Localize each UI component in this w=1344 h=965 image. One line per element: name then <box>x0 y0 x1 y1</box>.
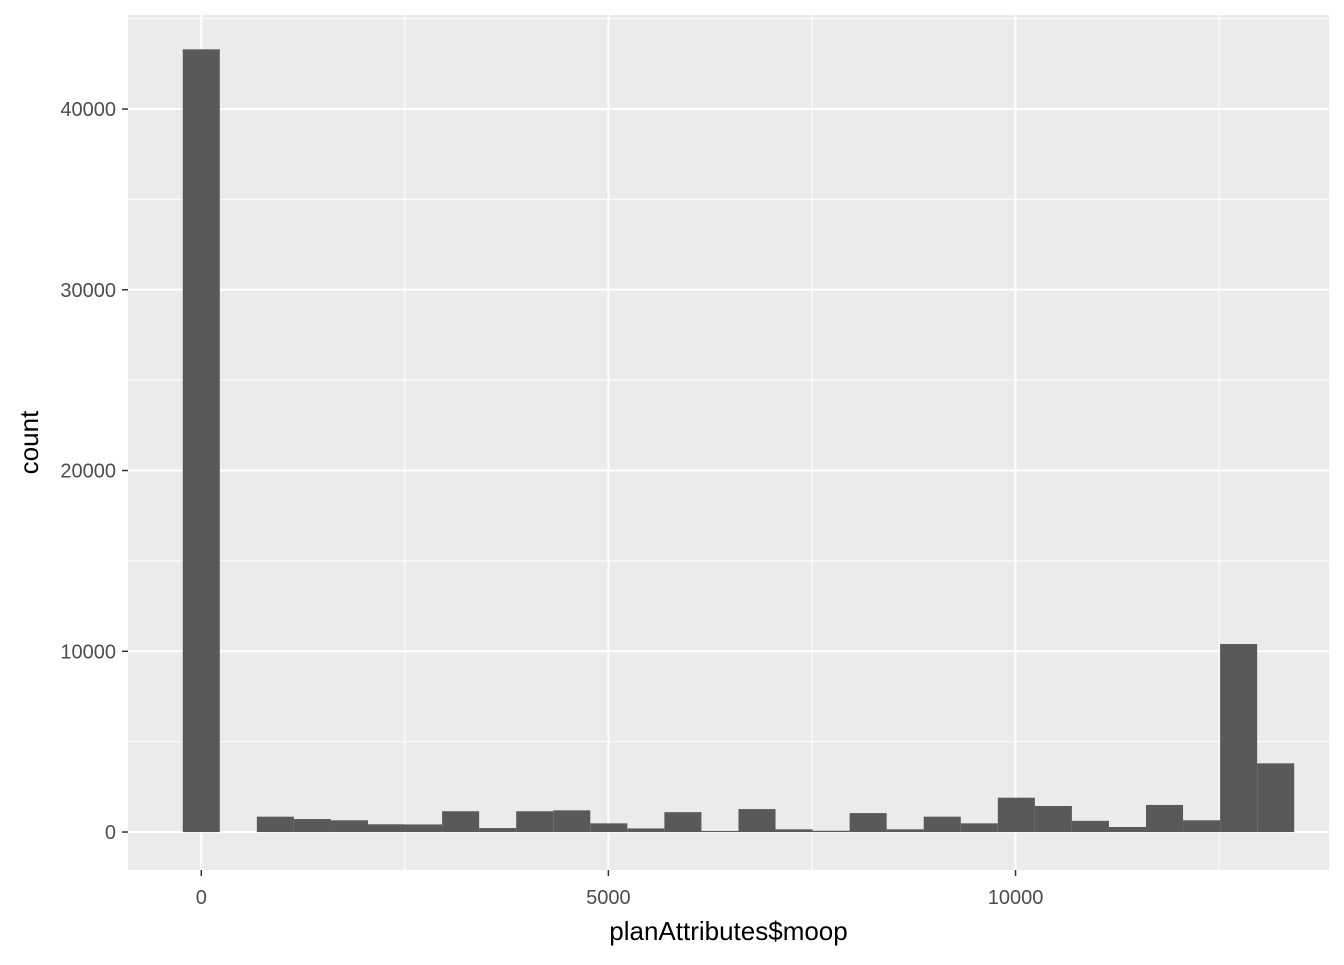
histogram-bar <box>738 809 776 833</box>
y-axis-ticks: 0 10000 20000 30000 40000 <box>60 99 128 844</box>
histogram-bar <box>664 812 702 833</box>
histogram-bar <box>405 824 443 833</box>
histogram-bar <box>182 49 220 833</box>
histogram-bar <box>849 813 887 833</box>
histogram-bar <box>442 811 480 833</box>
histogram-bar <box>553 810 591 833</box>
histogram-bar <box>479 828 517 833</box>
y-tick-label: 20000 <box>60 461 116 483</box>
x-tick-label: 5000 <box>586 887 631 909</box>
y-axis-title: count <box>14 410 44 474</box>
histogram-bar <box>886 829 924 833</box>
histogram-bar <box>775 829 813 833</box>
y-tick-label: 30000 <box>60 280 116 302</box>
histogram-bar <box>997 797 1035 833</box>
histogram-bar <box>1183 820 1221 833</box>
histogram-bar <box>330 820 368 833</box>
histogram-bar <box>812 830 850 833</box>
plot-panel <box>128 15 1329 870</box>
y-tick-label: 40000 <box>60 99 116 121</box>
y-tick-label: 10000 <box>60 641 116 663</box>
histogram-bar <box>256 816 294 833</box>
histogram-bar <box>590 823 628 833</box>
x-axis-ticks: 0 5000 10000 <box>196 870 1044 909</box>
histogram-bar <box>1257 763 1295 833</box>
histogram-bar <box>923 816 961 833</box>
histogram-bars <box>182 49 1295 833</box>
histogram-bar <box>1071 820 1109 833</box>
histogram-bar <box>1220 644 1258 833</box>
histogram-bar <box>367 824 406 833</box>
histogram-bar <box>1146 804 1184 833</box>
x-axis-title: planAttributes$moop <box>609 916 847 946</box>
x-tick-label: 0 <box>196 887 207 909</box>
histogram-bar <box>293 819 331 833</box>
minor-gridlines <box>128 15 1329 870</box>
histogram-bar <box>1034 806 1072 833</box>
histogram-bar <box>1108 826 1147 833</box>
y-tick-label: 0 <box>105 822 116 844</box>
histogram-bar <box>701 830 739 833</box>
histogram-bar <box>516 811 554 833</box>
x-tick-label: 10000 <box>988 887 1044 909</box>
histogram-bar <box>627 828 665 833</box>
histogram-bar <box>960 823 998 833</box>
